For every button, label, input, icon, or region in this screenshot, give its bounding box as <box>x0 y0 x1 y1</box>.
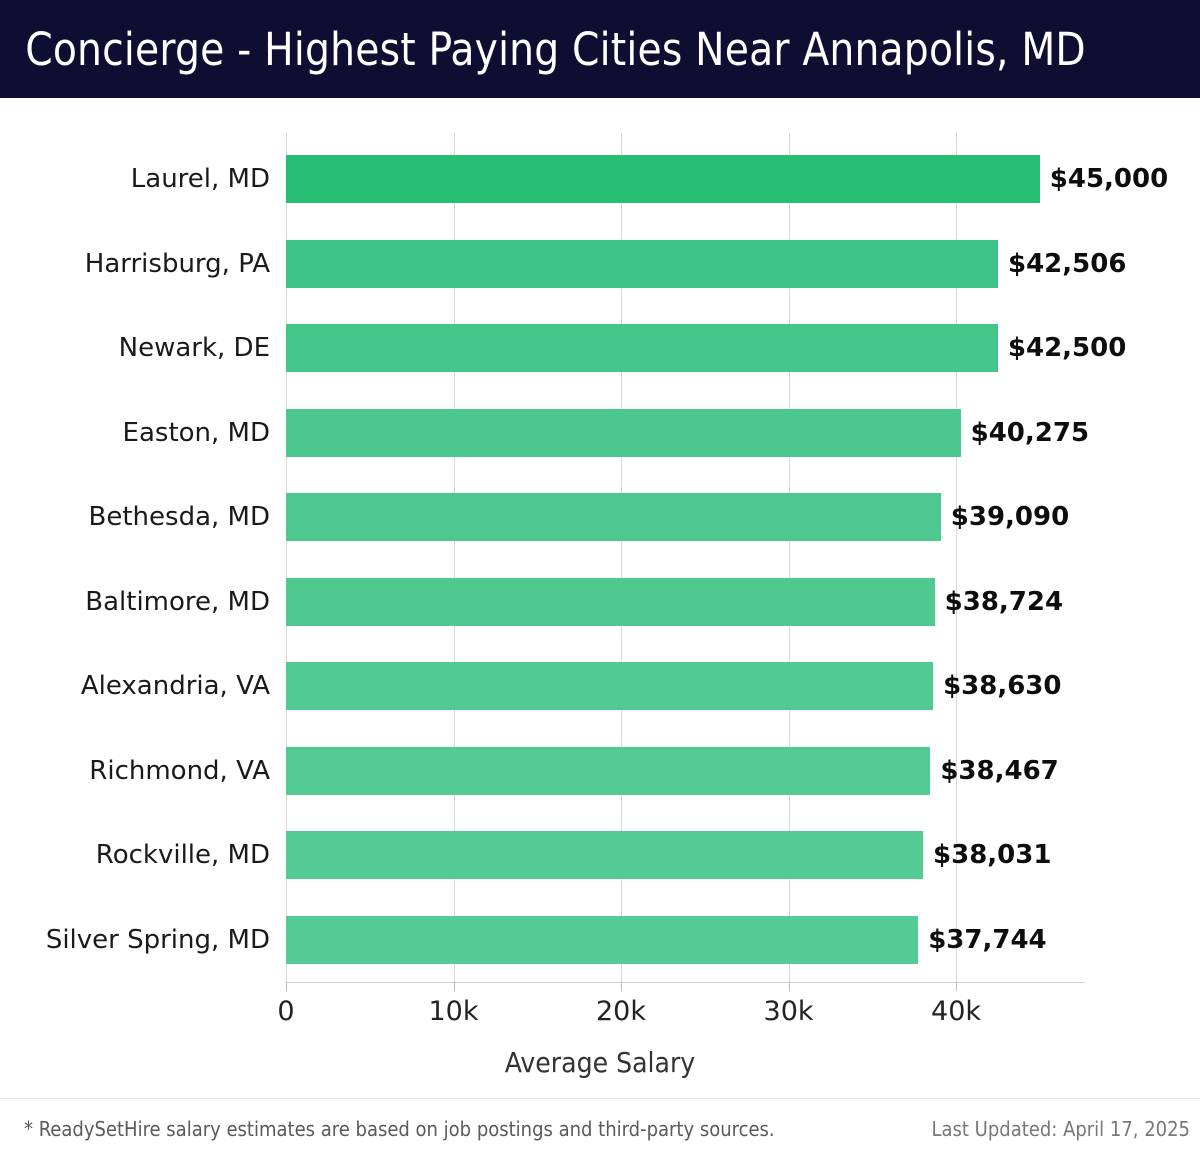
bar-row: Newark, DE $42,500 <box>0 324 1200 372</box>
bar[interactable] <box>286 239 998 288</box>
bar-value-label: $38,724 <box>944 586 1064 617</box>
page-footer: * ReadySetHire salary estimates are base… <box>0 1098 1200 1158</box>
x-axis-tick <box>621 982 622 991</box>
bar-value-label: $42,506 <box>1007 248 1127 279</box>
bar-value-label: $45,000 <box>1049 164 1169 194</box>
x-axis-tick-label: 20k <box>596 996 646 1027</box>
bar-value-label: $38,467 <box>940 755 1059 786</box>
gridline <box>453 133 455 982</box>
bar-value-label: $39,090 <box>950 502 1070 532</box>
x-axis-tick <box>286 982 287 991</box>
bar-value-label: $37,744 <box>928 924 1047 955</box>
bar-row: Bethesda, MD $39,090 <box>0 493 1200 541</box>
footer-disclaimer: * ReadySetHire salary estimates are base… <box>24 1117 775 1141</box>
x-axis-title: Average Salary <box>504 1046 696 1079</box>
bar[interactable] <box>286 915 919 964</box>
x-axis-tick-label: 40k <box>931 996 982 1027</box>
bar[interactable] <box>286 408 961 457</box>
gridline <box>286 133 287 982</box>
x-axis-tick-label: 30k <box>763 996 814 1027</box>
x-axis-tick-label: 0 <box>277 996 295 1027</box>
category-label: Baltimore, MD <box>85 586 270 617</box>
category-label: Newark, DE <box>118 333 270 363</box>
bar-value-label: $38,630 <box>943 671 1062 701</box>
bar-value-label: $42,500 <box>1007 333 1127 363</box>
bar[interactable] <box>286 662 934 710</box>
x-axis-tick <box>453 982 455 991</box>
category-label: Silver Spring, MD <box>45 924 270 955</box>
footer-last-updated: Last Updated: April 17, 2025 <box>931 1117 1191 1141</box>
category-label: Harrisburg, PA <box>84 248 270 279</box>
plot-area <box>286 133 1085 982</box>
bar[interactable] <box>286 493 941 541</box>
bar-row: Laurel, MD $45,000 <box>0 155 1200 203</box>
bar-row: Silver Spring, MD $37,744 <box>0 915 1200 964</box>
gridline <box>788 133 790 982</box>
category-label: Richmond, VA <box>89 755 270 786</box>
x-axis-line <box>286 982 1085 983</box>
bar[interactable] <box>286 831 924 879</box>
bar[interactable] <box>286 746 931 795</box>
bar-row: Baltimore, MD $38,724 <box>0 577 1200 626</box>
x-axis-tick <box>956 982 958 991</box>
bar-row: Harrisburg, PA $42,506 <box>0 239 1200 288</box>
gridline <box>621 133 622 982</box>
bar-value-label: $40,275 <box>970 417 1090 448</box>
bar[interactable] <box>286 155 1040 203</box>
bar-value-label: $38,031 <box>933 840 1052 870</box>
page-title: Concierge - Highest Paying Cities Near A… <box>25 22 1086 76</box>
bar-chart: Average Salary 0 10k 20k 30k 40k Laurel, MD $4… <box>0 98 1200 1098</box>
bar-row: Richmond, VA $38,467 <box>0 746 1200 795</box>
category-label: Rockville, MD <box>95 840 270 870</box>
x-axis-tick <box>788 982 790 991</box>
page-header: Concierge - Highest Paying Cities Near A… <box>0 0 1200 98</box>
x-axis-tick-label: 10k <box>428 996 479 1027</box>
category-label: Bethesda, MD <box>88 502 270 532</box>
category-label: Alexandria, VA <box>80 671 270 701</box>
bar-row: Easton, MD $40,275 <box>0 408 1200 457</box>
gridline <box>956 133 958 982</box>
category-label: Laurel, MD <box>130 164 270 194</box>
bar[interactable] <box>286 577 935 626</box>
bar-row: Rockville, MD $38,031 <box>0 831 1200 879</box>
bar[interactable] <box>286 324 998 372</box>
bar-row: Alexandria, VA $38,630 <box>0 662 1200 710</box>
category-label: Easton, MD <box>122 417 270 448</box>
